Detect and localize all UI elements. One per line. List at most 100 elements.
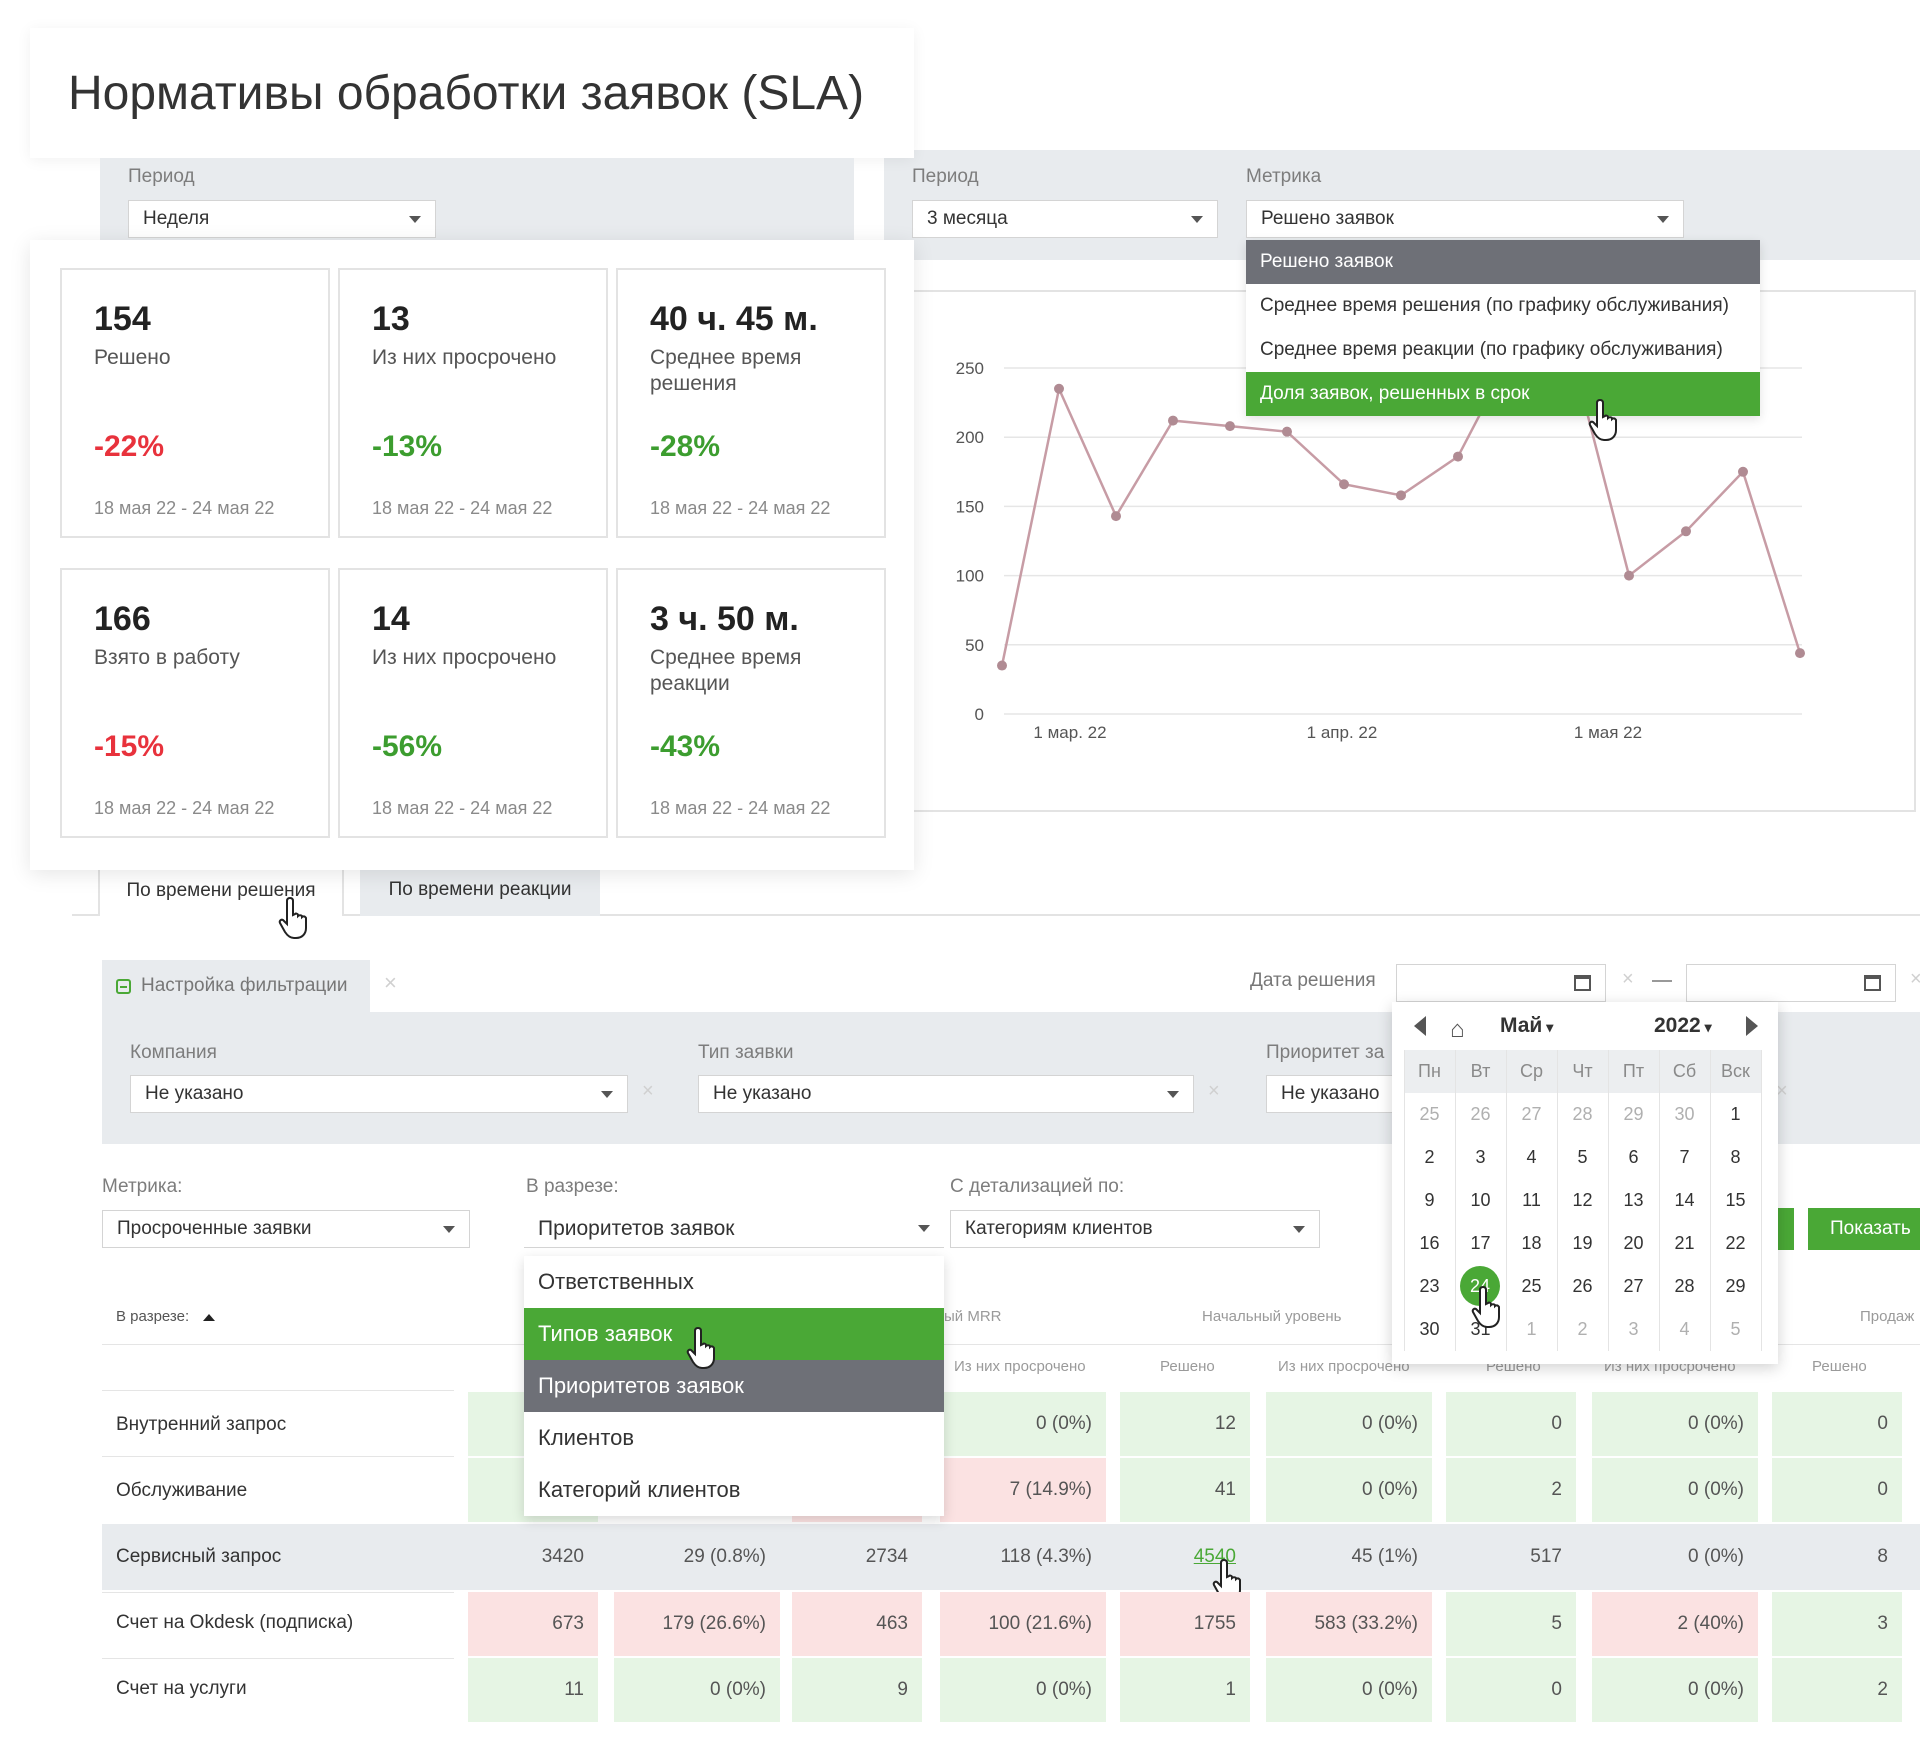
table-cell: 0 (0%) — [614, 1658, 780, 1722]
slice-option[interactable]: Ответственных — [524, 1256, 944, 1308]
slice-option[interactable]: Категорий клиентов — [524, 1464, 944, 1516]
data-point[interactable] — [1282, 426, 1292, 437]
next-month-icon[interactable] — [1746, 1016, 1758, 1036]
metric-option[interactable]: Доля заявок, решенных в срок — [1246, 372, 1760, 416]
metric-option[interactable]: Решено заявок — [1246, 240, 1760, 284]
sort-header[interactable]: В разрезе: — [116, 1308, 216, 1325]
filter-toggle[interactable]: Настройка фильтрации — [102, 960, 370, 1012]
calendar-day[interactable]: 16 — [1419, 1233, 1440, 1253]
calendar-day[interactable]: 1 — [1730, 1104, 1741, 1124]
calendar-day[interactable]: 4 — [1526, 1147, 1537, 1167]
tab-resolution-time[interactable]: По времени решения — [98, 864, 344, 916]
calendar-day[interactable]: 7 — [1679, 1147, 1690, 1167]
chevron-down-icon — [1293, 1225, 1305, 1233]
data-point[interactable] — [1396, 490, 1406, 501]
calendar-day[interactable]: 23 — [1419, 1276, 1440, 1296]
calendar-day[interactable]: 5 — [1577, 1147, 1588, 1167]
calendar-day[interactable]: 17 — [1470, 1233, 1491, 1253]
calendar-day[interactable]: 2 — [1424, 1147, 1435, 1167]
close-icon[interactable]: × — [1208, 1080, 1220, 1102]
calendar-day[interactable]: 29 — [1725, 1276, 1746, 1296]
calendar-day[interactable]: 1 — [1526, 1319, 1537, 1339]
calendar-day[interactable]: 12 — [1572, 1190, 1593, 1210]
kpi-period: 18 мая 22 - 24 мая 22 — [650, 498, 831, 518]
metric-option[interactable]: Среднее время решения (по графику обслуж… — [1246, 284, 1760, 328]
data-point[interactable] — [1453, 451, 1463, 462]
calendar-day[interactable]: 21 — [1674, 1233, 1695, 1253]
calendar-day[interactable]: 9 — [1424, 1190, 1435, 1210]
calendar-day[interactable]: 11 — [1522, 1190, 1541, 1210]
table-cell: 463 — [792, 1592, 922, 1656]
close-icon[interactable]: × — [1776, 1080, 1788, 1102]
data-point[interactable] — [997, 660, 1007, 671]
calendar-day[interactable]: 28 — [1674, 1276, 1695, 1296]
x-tick-label: 1 апр. 22 — [1307, 723, 1378, 742]
data-point[interactable] — [1681, 526, 1691, 537]
calendar-day[interactable]: 28 — [1572, 1104, 1593, 1124]
date-from-input[interactable] — [1396, 964, 1606, 1002]
chart-metric-select[interactable]: Решено заявок — [1246, 200, 1684, 238]
close-icon[interactable]: × — [642, 1080, 654, 1102]
calendar-day[interactable]: 19 — [1572, 1233, 1593, 1253]
close-icon[interactable]: × — [1622, 968, 1634, 990]
close-icon[interactable]: × — [384, 970, 397, 995]
calendar-day[interactable]: 26 — [1572, 1276, 1593, 1296]
calendar-day[interactable]: 15 — [1725, 1190, 1746, 1210]
slice-option[interactable]: Типов заявок — [524, 1308, 944, 1360]
kpi-caption: Взято в работу — [94, 646, 240, 669]
date-to-input[interactable] — [1686, 964, 1896, 1002]
tab-reaction-time[interactable]: По времени реакции — [360, 864, 600, 916]
show-button-label: Показать — [1830, 1218, 1911, 1239]
prev-month-icon[interactable] — [1414, 1016, 1426, 1036]
slice-select[interactable]: Приоритетов заявок — [524, 1210, 944, 1248]
calendar-day[interactable]: 4 — [1679, 1319, 1690, 1339]
month-select[interactable]: Май ▾ — [1500, 1014, 1554, 1037]
data-point[interactable] — [1054, 383, 1064, 394]
detail-select[interactable]: Категориям клиентов — [950, 1210, 1320, 1248]
calendar-day[interactable]: 14 — [1674, 1190, 1695, 1210]
calendar-day[interactable]: 27 — [1623, 1276, 1644, 1296]
chart-period-select[interactable]: 3 месяца — [912, 200, 1218, 238]
table-row-highlight[interactable] — [102, 1524, 1920, 1590]
y-tick-label: 250 — [956, 359, 984, 378]
close-icon[interactable]: × — [1910, 968, 1920, 990]
calendar-icon[interactable] — [1574, 975, 1591, 991]
calendar-day[interactable]: 5 — [1730, 1319, 1741, 1339]
slice-option[interactable]: Клиентов — [524, 1412, 944, 1464]
calendar-day[interactable]: 25 — [1419, 1104, 1440, 1124]
calendar-day[interactable]: 18 — [1521, 1233, 1542, 1253]
company-select[interactable]: Не указано — [130, 1075, 628, 1113]
calendar-day[interactable]: 3 — [1628, 1319, 1639, 1339]
year-select[interactable]: 2022 ▾ — [1654, 1014, 1712, 1037]
report-metric-select[interactable]: Просроченные заявки — [102, 1210, 470, 1248]
calendar-day[interactable]: 10 — [1470, 1190, 1491, 1210]
data-point[interactable] — [1738, 466, 1748, 477]
calendar-day[interactable]: 2 — [1577, 1319, 1588, 1339]
calendar-day[interactable]: 20 — [1623, 1233, 1644, 1253]
calendar-day[interactable]: 3 — [1475, 1147, 1486, 1167]
calendar-day[interactable]: 29 — [1623, 1104, 1644, 1124]
calendar-day[interactable]: 26 — [1470, 1104, 1491, 1124]
calendar-icon[interactable] — [1864, 975, 1881, 991]
calendar-day[interactable]: 8 — [1730, 1147, 1741, 1167]
slice-option[interactable]: Приоритетов заявок — [524, 1360, 944, 1412]
show-button[interactable]: Показать — [1808, 1208, 1920, 1250]
data-point[interactable] — [1624, 570, 1634, 581]
left-period-select[interactable]: Неделя — [128, 200, 436, 238]
data-point[interactable] — [1339, 479, 1349, 490]
calendar-day[interactable]: 30 — [1419, 1319, 1440, 1339]
calendar-day[interactable]: 25 — [1521, 1276, 1542, 1296]
type-select[interactable]: Не указано — [698, 1075, 1194, 1113]
calendar-day[interactable]: 6 — [1628, 1147, 1639, 1167]
calendar-day[interactable]: 30 — [1674, 1104, 1695, 1124]
data-point[interactable] — [1225, 421, 1235, 432]
calendar-day[interactable]: 13 — [1623, 1190, 1644, 1210]
home-icon[interactable]: ⌂ — [1450, 1016, 1465, 1043]
data-point[interactable] — [1111, 511, 1121, 522]
data-point[interactable] — [1168, 415, 1178, 426]
calendar-day[interactable]: 27 — [1521, 1104, 1542, 1124]
calendar-day[interactable]: 22 — [1725, 1233, 1746, 1253]
data-point[interactable] — [1795, 648, 1805, 659]
metric-option[interactable]: Среднее время реакции (по графику обслуж… — [1246, 328, 1760, 372]
report-metric-label: Метрика: — [102, 1176, 183, 1197]
